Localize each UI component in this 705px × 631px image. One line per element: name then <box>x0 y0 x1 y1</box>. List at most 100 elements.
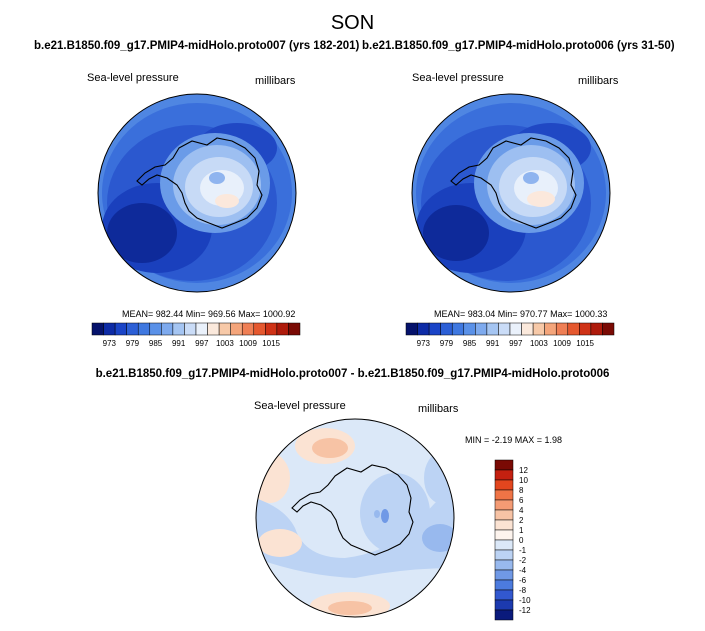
colorbar-swatch <box>103 322 116 336</box>
colorbar-tick-label: 1009 <box>239 339 257 348</box>
colorbar-swatch <box>494 479 514 491</box>
colorbar-swatch <box>494 499 514 511</box>
colorbar-swatch <box>590 322 603 336</box>
colorbar-tick-label: -1 <box>519 546 527 555</box>
diff-panel-variable-label: Sea-level pressure <box>254 400 346 412</box>
colorbar-swatch <box>486 322 499 336</box>
colorbar-swatch <box>91 322 104 336</box>
colorbar-swatch <box>253 322 266 336</box>
colorbar-swatch <box>137 322 151 336</box>
colorbar-swatch <box>532 322 545 336</box>
left-panel-case-title: b.e21.B1850.f09_g17.PMIP4-midHolo.proto0… <box>34 40 360 52</box>
colorbar-swatch <box>161 322 174 336</box>
colorbar-swatch <box>288 322 301 336</box>
colorbar-tick-label: 979 <box>440 339 454 348</box>
colorbar-tick-label: -4 <box>519 566 527 575</box>
colorbar-swatch <box>428 322 441 336</box>
colorbar-swatch <box>521 322 534 336</box>
colorbar-swatch <box>451 322 465 336</box>
colorbar-tick-label: 12 <box>519 466 528 475</box>
colorbar-swatch <box>417 322 430 336</box>
colorbar-swatch <box>149 322 162 336</box>
colorbar-swatch <box>579 322 592 336</box>
colorbar-swatch <box>114 322 127 336</box>
colorbar-swatch <box>172 322 185 336</box>
diff-panel-units-label: millibars <box>418 403 459 415</box>
colorbar-swatch <box>494 509 514 521</box>
diff-map <box>255 418 455 618</box>
colorbar-swatch <box>195 322 208 336</box>
colorbar-tick-label: -8 <box>519 586 527 595</box>
colorbar-swatch <box>509 322 522 336</box>
colorbar-tick-label: 997 <box>195 339 209 348</box>
colorbar-swatch <box>405 322 418 336</box>
right-panel-units-label: millibars <box>578 75 619 87</box>
colorbar-swatch <box>241 322 255 336</box>
colorbar-swatch <box>218 322 231 336</box>
diff-panel-case-title: b.e21.B1850.f09_g17.PMIP4-midHolo.proto0… <box>95 368 610 380</box>
diff-panel-stats: MIN = -2.19 MAX = 1.98 <box>465 435 563 445</box>
colorbar-tick-label: 1015 <box>262 339 280 348</box>
colorbar-tick-label: 973 <box>417 339 431 348</box>
colorbar-tick-label: 1015 <box>576 339 594 348</box>
colorbar-tick-label: 2 <box>519 516 524 525</box>
colorbar-swatch <box>276 322 289 336</box>
colorbar-tick-label: 1003 <box>530 339 548 348</box>
colorbar-tick-label: 0 <box>519 536 524 545</box>
colorbar-swatch <box>498 322 511 336</box>
colorbar-swatch <box>555 322 569 336</box>
colorbar-tick-label: 1003 <box>216 339 234 348</box>
colorbar-swatch <box>494 459 514 471</box>
colorbar-tick-label: 10 <box>519 476 528 485</box>
colorbar-swatch <box>494 539 514 551</box>
colorbar-tick-label: 985 <box>463 339 477 348</box>
colorbar-swatch <box>494 569 514 581</box>
colorbar-swatch <box>494 579 514 591</box>
colorbar-swatch <box>184 322 197 336</box>
right-colorbar: 973 979 985 991 997 1003 1009 1015 <box>405 322 615 348</box>
colorbar-tick-label: 991 <box>172 339 186 348</box>
colorbar-swatch <box>494 609 514 621</box>
right-panel-case-title: b.e21.B1850.f09_g17.PMIP4-midHolo.proto0… <box>362 40 675 52</box>
colorbar-swatch <box>494 559 514 571</box>
colorbar-swatch <box>494 589 514 601</box>
colorbar-tick-label: 1009 <box>553 339 571 348</box>
colorbar-tick-label: 985 <box>149 339 163 348</box>
left-panel-variable-label: Sea-level pressure <box>87 72 179 84</box>
colorbar-swatch <box>126 322 139 336</box>
colorbar-tick-label: 997 <box>509 339 523 348</box>
colorbar-swatch <box>265 322 278 336</box>
colorbar-tick-label: 8 <box>519 486 524 495</box>
colorbar-swatch <box>494 549 514 561</box>
colorbar-swatch <box>230 322 243 336</box>
colorbar-swatch <box>440 322 453 336</box>
colorbar-swatch <box>494 519 514 531</box>
colorbar-tick-label: 4 <box>519 506 524 515</box>
colorbar-tick-label: 991 <box>486 339 500 348</box>
colorbar-swatch <box>494 469 514 481</box>
left-map <box>97 93 297 293</box>
colorbar-tick-label: 6 <box>519 496 524 505</box>
colorbar-tick-label: 1 <box>519 526 524 535</box>
colorbar-swatch <box>544 322 557 336</box>
right-panel-stats: MEAN= 983.04 Min= 970.77 Max= 1000.33 <box>434 309 608 319</box>
colorbar-swatch <box>475 322 488 336</box>
colorbar-swatch <box>494 599 514 611</box>
colorbar-swatch <box>494 529 514 541</box>
colorbar-tick-label: -6 <box>519 576 527 585</box>
left-panel-stats: MEAN= 982.44 Min= 969.56 Max= 1000.92 <box>122 309 296 319</box>
colorbar-swatch <box>567 322 580 336</box>
colorbar-swatch <box>207 322 220 336</box>
colorbar-swatch <box>463 322 476 336</box>
left-panel-units-label: millibars <box>255 75 296 87</box>
colorbar-tick-label: 979 <box>126 339 140 348</box>
colorbar-tick-label: 973 <box>103 339 117 348</box>
colorbar-tick-label: -12 <box>519 606 531 615</box>
right-map <box>411 93 611 293</box>
colorbar-swatch <box>494 489 514 501</box>
main-title: SON <box>330 12 375 34</box>
colorbar-swatch <box>602 322 615 336</box>
left-colorbar: 973 979 985 991 997 1003 1009 1015 <box>91 322 301 348</box>
right-panel-variable-label: Sea-level pressure <box>412 72 504 84</box>
